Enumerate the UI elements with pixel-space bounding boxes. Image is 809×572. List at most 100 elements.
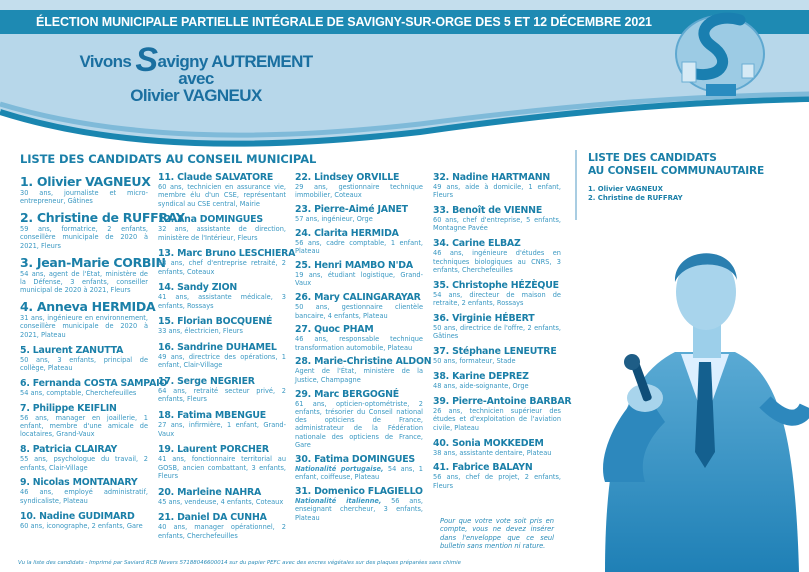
candidate-name: 4. Anneva HERMIDA	[20, 299, 156, 315]
candidate-name: 16. Sandrine DUHAMEL	[158, 342, 277, 354]
candidate-details: 32 ans, assistante de direction, ministè…	[158, 225, 286, 242]
candidate-entry: 19. Laurent PORCHER 41 ans, fonctionnaire…	[158, 444, 286, 480]
candidate-entry: 27. Quoc PHAM 46 ans, responsable techniq…	[295, 324, 423, 352]
slogan-s-letter: S	[135, 41, 158, 79]
candidate-details: 55 ans, psychologue du travail, 2 enfant…	[20, 455, 148, 472]
candidate-details: 19 ans, étudiant logistique, Grand-Vaux	[295, 271, 423, 288]
candidate-name: 11. Claude SALVATORE	[158, 172, 274, 183]
candidate-entry: 13. Marc Bruno LESCHIERA 63 ans, chef d'e…	[158, 248, 296, 276]
candidate-entry: 37. Stéphane LENEUTRE 50 ans, formateur, …	[433, 346, 561, 365]
candidate-description: 54 ans, agent de l'État, ministère de la…	[20, 270, 148, 295]
candidate-description: 61 ans, opticien-optométriste, 2 enfants…	[295, 400, 423, 450]
candidate-entry: 21. Daniel DA CUNHA 40 ans, manager opéra…	[158, 512, 286, 540]
candidate-details: 46 ans, ingénieure d'études en technique…	[433, 249, 561, 274]
candidate-name: 28. Marie-Christine ALDON	[295, 356, 432, 368]
banner-bar	[0, 10, 809, 34]
candidate-entry: 7. Philippe KEIFLIN 56 ans, manager en jo…	[20, 403, 148, 439]
candidate-name: 10. Nadine GUDIMARD	[20, 510, 135, 522]
candidate-entry: 23. Pierre-Aimé JANET 57 ans, ingénieur, …	[295, 204, 423, 223]
candidate-details: 60 ans, chef d'entreprise, 5 enfants, Mo…	[433, 216, 561, 233]
candidate-details: 56 ans, chef de projet, 2 enfants, Fleur…	[433, 473, 561, 490]
title-line: LISTE DES CANDIDATS	[588, 152, 717, 164]
candidate-description: 45 ans, vendeuse, 4 enfants, Coteaux	[158, 498, 286, 506]
candidate-description: 57 ans, ingénieur, Orge	[295, 215, 423, 223]
candidate-details: 56 ans, manager en joaillerie, 1 enfant,…	[20, 413, 148, 439]
candidate-description: Nationalité italienne, 56 ans, enseignan…	[295, 497, 423, 522]
candidate-entry: 22. Lindsey ORVILLE 29 ans, gestionnaire …	[295, 172, 423, 200]
candidate-description: 50 ans, directrice de l'offre, 2 enfants…	[433, 324, 561, 341]
candidate-name: 24. Clarita HERMIDA	[295, 227, 399, 239]
candidate-entry: 32. Nadine HARTMANN 49 ans, aide à domici…	[433, 172, 561, 200]
slogan-word: Vivons	[79, 52, 132, 71]
communautaire-title: LISTE DES CANDIDATS AU CONSEIL COMMUNAUT…	[588, 152, 764, 178]
candidate-details: 60 ans, iconographe, 2 enfants, Gare	[20, 521, 143, 530]
candidate-details: 63 ans, chef d'entreprise retraité, 2 en…	[158, 259, 286, 276]
candidate-entry: 10. Nadine GUDIMARD 60 ans, iconographe, …	[20, 511, 148, 530]
candidate-details: Agent de l'État, ministère de la Justice…	[295, 367, 423, 384]
candidate-description: 56 ans, cadre comptable, 1 enfant, Plate…	[295, 239, 423, 256]
candidate-entry: 11. Claude SALVATORE 60 ans, technicien e…	[158, 172, 286, 208]
candidate-name: 20. Marleine NAHRA	[158, 486, 262, 498]
candidate-entry: 31. Domenico FLAGIELLO Nationalité italie…	[295, 486, 423, 522]
candidates-column-1: 1. Olivier VAGNEUX 30 ans, journaliste et…	[20, 175, 185, 530]
candidate-name: 41. Fabrice BALAYN	[433, 462, 533, 474]
candidate-description: 48 ans, aide-soignante, Orge	[433, 382, 561, 390]
candidate-name: 7. Philippe KEIFLIN	[20, 402, 117, 414]
candidate-description: 26 ans, technicien supérieur des études …	[433, 407, 561, 432]
candidate-name: 32. Nadine HARTMANN	[433, 172, 551, 183]
candidate-details: 59 ans, formatrice, 2 enfants, conseillè…	[20, 225, 148, 250]
candidate-entry: 2. Christine de RUFFRAY 59 ans, formatric…	[20, 211, 185, 250]
candidate-name: 30. Fatima DOMINGUES	[295, 453, 415, 465]
candidate-name: 12. Ana DOMINGUES	[158, 214, 263, 226]
candidate-entry: 9. Nicolas MONTANARY 46 ans, employé admi…	[20, 477, 148, 505]
candidate-details: 46 ans, responsable technique transforma…	[295, 335, 423, 352]
candidate-description: 63 ans, chef d'entreprise retraité, 2 en…	[158, 259, 286, 276]
candidate-name: 9. Nicolas MONTANARY	[20, 477, 138, 489]
candidate-description: 59 ans, formatrice, 2 enfants, conseillè…	[20, 225, 148, 250]
candidate-name: 13. Marc Bruno LESCHIERA	[158, 248, 296, 260]
candidate-name: 8. Patricia CLAIRAY	[20, 444, 118, 456]
candidate-entry: 4. Anneva HERMIDA 31 ans, ingénieure en e…	[20, 299, 156, 339]
title-line: AU CONSEIL COMMUNAUTAIRE	[588, 165, 765, 177]
candidate-entry: 5. Laurent ZANUTTA 50 ans, 3 enfants, pri…	[20, 345, 148, 373]
candidate-description: 60 ans, technicien en assurance vie, mem…	[158, 183, 286, 208]
candidate-description: 27 ans, infirmière, 1 enfant, Grand-Vaux	[158, 421, 286, 438]
candidate-description: 32 ans, assistante de direction, ministè…	[158, 225, 286, 242]
candidate-name: 17. Serge NEGRIER	[158, 376, 255, 388]
candidate-details: 49 ans, directrice des opérations, 1 enf…	[158, 353, 286, 370]
candidate-name: 34. Carine ELBAZ	[433, 238, 521, 250]
candidate-details: 50 ans, formateur, Stade	[433, 357, 516, 366]
candidate-details: 30 ans, journaliste et micro-entrepreneu…	[20, 189, 148, 206]
candidate-details: 40 ans, manager opérationnel, 2 enfants,…	[158, 523, 286, 540]
candidate-details: 50 ans, 3 enfants, principal de collège,…	[20, 355, 148, 372]
slogan-word: avigny AUTREMENT	[157, 52, 313, 71]
voting-note: Pour que votre vote soit pris en compte,…	[440, 517, 554, 551]
candidate-description: 46 ans, employé administratif, syndicali…	[20, 488, 148, 505]
candidate-photo	[603, 253, 809, 572]
candidate-name: 22. Lindsey ORVILLE	[295, 172, 400, 183]
candidate-entry: 15. Florian BOCQUENÉ 33 ans, électricien,…	[158, 316, 286, 335]
candidate-details: 56 ans, cadre comptable, 1 enfant, Plate…	[295, 238, 423, 256]
candidate-details: 57 ans, ingénieur, Orge	[295, 215, 373, 224]
communautaire-list: LISTE DES CANDIDATS AU CONSEIL COMMUNAUT…	[588, 152, 764, 203]
candidate-description: 46 ans, responsable technique transforma…	[295, 335, 423, 352]
candidate-entry: 33. Benoît de VIENNE 60 ans, chef d'entre…	[433, 205, 561, 233]
candidate-entry: 30. Fatima DOMINGUES Nationalité portugai…	[295, 454, 423, 482]
candidate-description: 29 ans, gestionnaire technique immobilie…	[295, 183, 423, 200]
candidate-description: 41 ans, fonctionnaire territorial au GOS…	[158, 455, 286, 480]
legal-footer: Vu la liste des candidats - Imprimé par …	[18, 560, 461, 566]
candidate-name: 29. Marc BERGOGNÉ	[295, 388, 399, 400]
candidate-description: 19 ans, étudiant logistique, Grand-Vaux	[295, 271, 423, 288]
candidate-details: 26 ans, technicien supérieur des études …	[433, 407, 561, 432]
candidate-details: 50 ans, gestionnaire clientèle bancaire,…	[295, 303, 423, 320]
candidate-description: 50 ans, formateur, Stade	[433, 357, 561, 365]
communautaire-candidate: 1. Olivier VAGNEUX	[588, 185, 663, 193]
candidate-name: 25. Henri MAMBO N'DA	[295, 260, 413, 272]
candidate-name: 39. Pierre-Antoine BARBAR	[433, 396, 572, 408]
candidate-name: 18. Fatima MBENGUE	[158, 410, 266, 422]
candidate-entry: 17. Serge NEGRIER 64 ans, retraité secteu…	[158, 376, 286, 404]
candidate-details: 33 ans, électricien, Fleurs	[158, 327, 243, 336]
candidate-description: 60 ans, iconographe, 2 enfants, Gare	[20, 522, 148, 530]
candidate-description: 54 ans, directeur de maison de retraite,…	[433, 291, 561, 308]
candidate-description: 38 ans, assistante dentaire, Plateau	[433, 449, 561, 457]
